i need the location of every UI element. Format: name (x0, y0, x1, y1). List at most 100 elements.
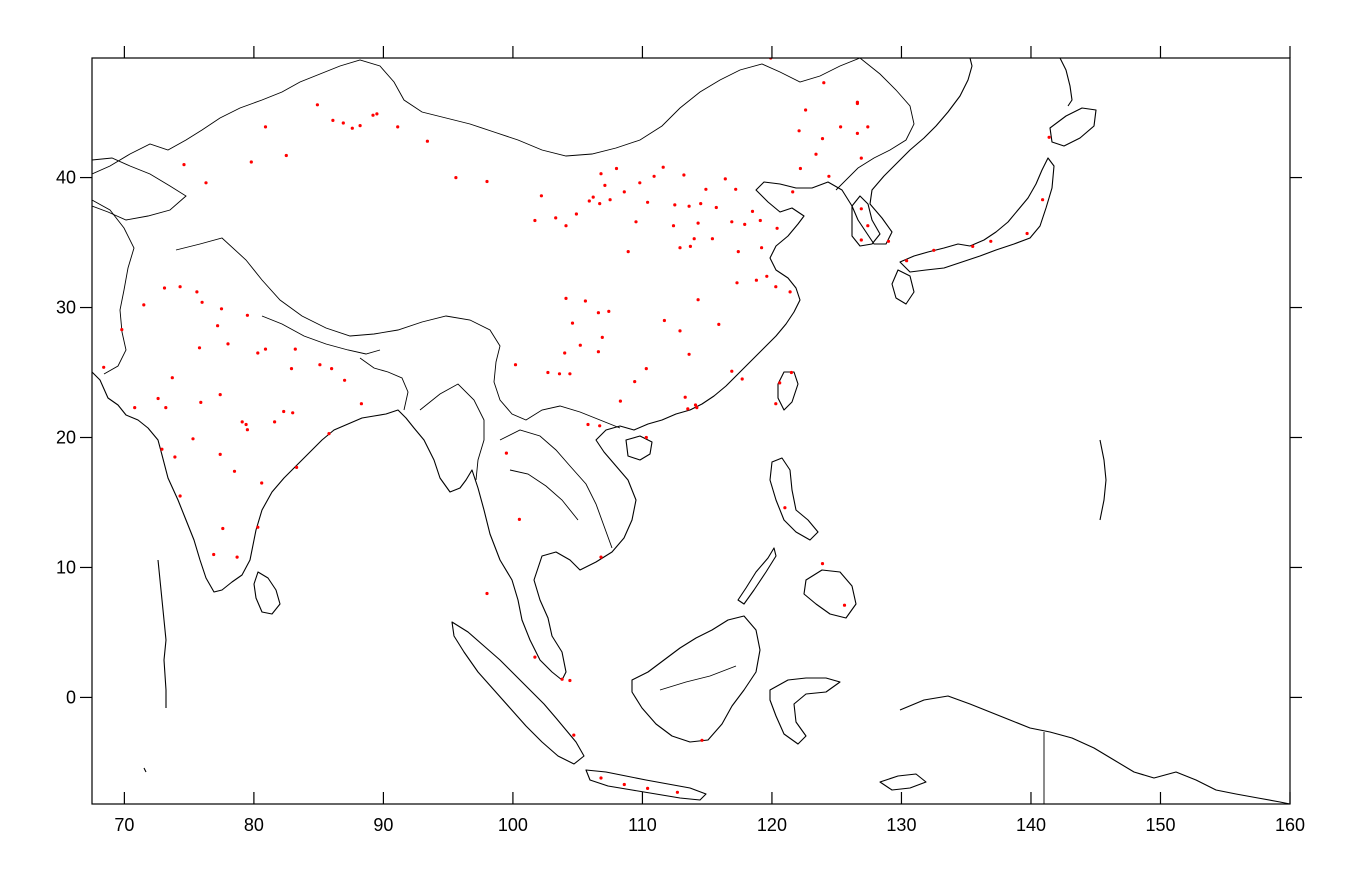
station-point (842, 603, 847, 607)
station-point (866, 224, 870, 228)
station-point (673, 203, 677, 207)
japan-hokkaido-coastline (1049, 107, 1097, 147)
sri-lanka-coastline (253, 571, 281, 615)
java-coastline (585, 769, 707, 801)
station-point (533, 655, 537, 659)
station-point (693, 403, 698, 407)
station-point (789, 370, 794, 375)
station-point (797, 129, 801, 133)
station-point (607, 309, 611, 313)
station-point (156, 396, 160, 401)
station-point (173, 455, 177, 459)
x-tick-label: 100 (498, 815, 528, 835)
station-point (683, 395, 687, 399)
station-point (245, 313, 249, 317)
station-point (608, 198, 612, 202)
station-point (855, 101, 860, 106)
station-point (256, 525, 260, 529)
central-asia-border (92, 157, 187, 221)
station-point (723, 177, 727, 181)
station-point (195, 290, 199, 294)
station-point (675, 790, 680, 794)
station-point (839, 125, 843, 129)
station-point (736, 250, 740, 254)
station-point (102, 365, 106, 369)
station-point (740, 377, 744, 381)
station-point (240, 420, 244, 424)
station-point (696, 298, 700, 302)
station-point (730, 369, 734, 373)
station-point (557, 372, 562, 376)
station-point (1047, 135, 1051, 139)
station-point (599, 555, 603, 559)
station-point (644, 367, 648, 371)
station-point (564, 224, 568, 228)
station-point (218, 393, 222, 397)
station-point (591, 195, 595, 199)
station-point (932, 248, 936, 252)
station-point (671, 224, 676, 228)
station-point (204, 181, 208, 185)
station-point (533, 218, 537, 223)
station-point (244, 422, 248, 427)
station-point (783, 506, 787, 510)
china-northeast-border (835, 58, 915, 191)
station-point (191, 437, 195, 441)
borneo-border (659, 665, 737, 691)
station-point (734, 187, 738, 191)
station-point (634, 220, 638, 224)
hokkaido-sakhalin-coastline (1059, 58, 1073, 107)
station-point (820, 562, 825, 566)
station-point (331, 118, 335, 122)
station-point (765, 274, 769, 278)
timor-coastline (879, 773, 927, 791)
station-point (586, 422, 590, 427)
station-point (827, 174, 831, 178)
station-point (735, 281, 739, 285)
station-point (327, 432, 331, 436)
station-point (804, 108, 808, 112)
x-tick-label: 130 (886, 815, 916, 835)
station-point (633, 380, 637, 384)
new-guinea-coastline (899, 695, 1290, 804)
station-point (425, 139, 429, 143)
station-point (263, 125, 268, 129)
station-point (341, 121, 345, 125)
indochina-border (499, 429, 613, 549)
station-point (249, 160, 253, 164)
station-point (682, 173, 686, 177)
station-point (989, 239, 993, 243)
y-tick-label: 0 (66, 687, 76, 707)
station-point (678, 246, 682, 250)
station-point (686, 407, 690, 411)
station-point (578, 343, 582, 347)
station-point (330, 367, 334, 371)
station-point (120, 328, 124, 332)
station-point (622, 782, 626, 787)
x-tick-label: 150 (1145, 815, 1175, 835)
station-point (564, 296, 568, 300)
station-point (603, 183, 607, 187)
station-point (454, 176, 458, 180)
station-point (687, 352, 691, 356)
station-point (859, 156, 863, 160)
china-north-border (92, 58, 861, 175)
station-point (646, 786, 650, 791)
maldives-dots (143, 559, 167, 773)
station-point (546, 370, 550, 375)
station-point (905, 259, 909, 263)
station-point (568, 678, 572, 683)
station-point (754, 278, 759, 282)
station-point (563, 351, 567, 355)
station-point (221, 526, 225, 531)
station-point (170, 376, 174, 380)
station-point (600, 335, 604, 339)
station-point (291, 411, 295, 415)
station-point (822, 81, 826, 85)
station-point (618, 399, 623, 403)
station-point (760, 246, 764, 250)
station-point (710, 237, 715, 241)
station-point (587, 199, 591, 203)
station-point (788, 290, 792, 294)
station-point (778, 381, 782, 385)
